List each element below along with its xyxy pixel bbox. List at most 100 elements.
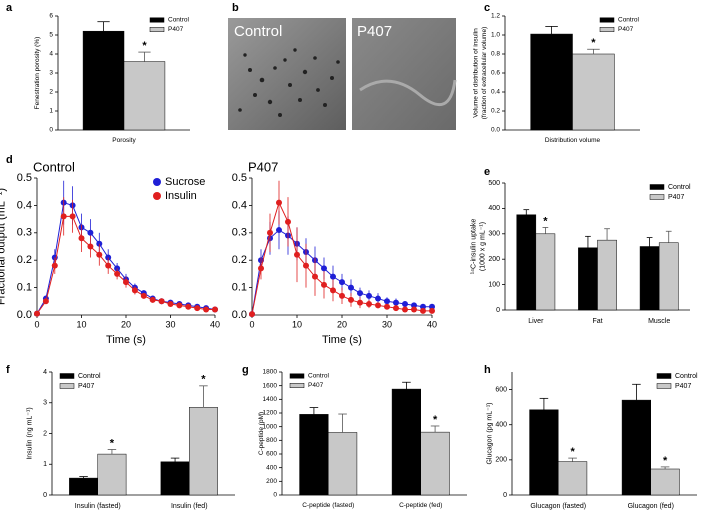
x-tick-label: 20 <box>337 319 347 329</box>
significance: * <box>570 446 575 458</box>
bar <box>516 214 537 311</box>
y-tick-label: 3 <box>49 70 53 77</box>
y-tick-label: 0.1 <box>232 282 247 294</box>
panel-letter: h <box>484 364 491 376</box>
point <box>69 213 76 220</box>
legend-label: Sucrose <box>165 176 205 188</box>
x-tick-label: Liver <box>528 318 544 325</box>
x-tick-label: Muscle <box>648 318 670 325</box>
point <box>105 262 112 269</box>
x-tick-label: Porosity <box>112 137 136 144</box>
y-tick-label: 1800 <box>263 369 278 376</box>
bar <box>658 242 679 311</box>
point <box>411 306 417 313</box>
point <box>267 229 273 236</box>
point <box>330 273 336 280</box>
bar <box>621 399 652 496</box>
y-axis-label: (1000 x g mL⁻¹) <box>479 222 486 271</box>
y-tick-label: 0.6 <box>491 70 500 77</box>
point <box>321 265 327 272</box>
y-tick-label: 0.2 <box>232 254 247 266</box>
x-tick-label: 0 <box>34 319 39 329</box>
point <box>123 279 129 286</box>
legend-marker <box>599 27 615 32</box>
panel-letter: d <box>6 154 13 166</box>
micrograph <box>352 18 456 130</box>
legend-label: Control <box>618 17 640 24</box>
point <box>212 306 218 313</box>
y-axis-label: Fenestration porosity (%) <box>34 37 41 110</box>
bar <box>530 33 573 131</box>
point <box>384 298 390 305</box>
legend-label: P407 <box>168 26 184 33</box>
bar <box>160 461 190 496</box>
point <box>366 292 372 299</box>
point <box>384 303 390 310</box>
x-tick-label: 40 <box>427 319 437 329</box>
y-tick-label: 1200 <box>263 410 278 417</box>
legend-marker <box>656 383 672 389</box>
x-axis-label: Time (s) <box>106 334 146 346</box>
y-tick-label: 1400 <box>263 396 278 403</box>
point <box>411 302 417 309</box>
point <box>366 301 372 308</box>
y-tick-label: 0 <box>49 127 53 134</box>
y-axis-label: Fractional output (mL⁻¹) <box>0 188 8 305</box>
y-axis-label: (fraction of extracellular volume) <box>481 27 488 119</box>
point <box>167 301 174 308</box>
point <box>330 287 336 294</box>
y-axis-label: Insulin (ng mL⁻¹) <box>26 407 33 459</box>
bar <box>572 53 615 131</box>
y-tick-label: 0.8 <box>491 51 500 58</box>
x-tick-label: 20 <box>121 319 131 329</box>
y-tick-label: 200 <box>266 478 277 485</box>
point <box>348 284 354 291</box>
chart-title: Control <box>33 159 75 174</box>
point <box>114 270 121 277</box>
y-tick-label: 1600 <box>263 382 278 389</box>
legend-marker <box>149 27 165 32</box>
y-tick-label: 400 <box>488 205 500 212</box>
legend-label: Control <box>675 373 698 380</box>
point <box>339 279 345 286</box>
point <box>375 302 381 309</box>
y-tick-label: 800 <box>266 437 277 444</box>
point <box>194 305 201 312</box>
bar <box>69 477 99 496</box>
x-tick-label: Fat <box>592 318 602 325</box>
point <box>96 251 103 258</box>
y-tick-label: 0.0 <box>232 309 247 321</box>
bar <box>578 247 598 311</box>
point <box>357 299 363 306</box>
x-axis-label: Time (s) <box>322 334 362 346</box>
point <box>149 296 156 303</box>
y-tick-label: 0 <box>503 492 507 499</box>
legend-marker <box>289 373 305 379</box>
y-tick-label: 0.2 <box>491 108 500 115</box>
bar <box>597 239 617 311</box>
point <box>429 307 435 314</box>
point <box>402 306 408 313</box>
bar <box>189 407 218 496</box>
legend-marker <box>153 192 161 200</box>
point <box>375 295 381 302</box>
bar <box>97 453 127 496</box>
significance: * <box>543 215 548 227</box>
point <box>203 306 210 313</box>
legend-label: Control <box>668 184 691 191</box>
point <box>249 311 255 318</box>
x-tick-label: 40 <box>210 319 220 329</box>
point <box>357 290 363 297</box>
chart-title: P407 <box>248 159 278 174</box>
panel-letter: f <box>6 364 10 376</box>
y-tick-label: 0.2 <box>17 254 32 266</box>
y-tick-label: 4 <box>49 51 53 58</box>
point <box>34 310 40 317</box>
fenestrae <box>238 48 340 117</box>
legend-marker <box>149 17 165 23</box>
panel-letter: e <box>484 166 490 178</box>
point <box>348 296 354 303</box>
x-tick-label: 10 <box>76 319 86 329</box>
significance: * <box>433 414 438 426</box>
